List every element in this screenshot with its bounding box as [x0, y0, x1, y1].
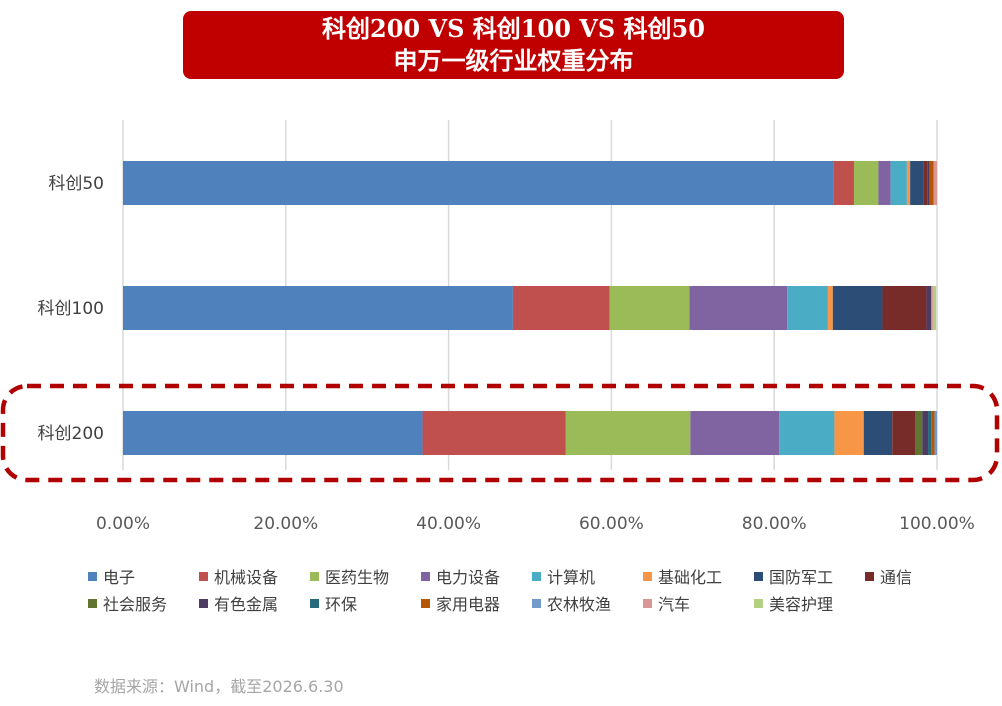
legend-item: 家用电器 [421, 592, 500, 614]
legend-item: 美容护理 [754, 592, 833, 614]
legend-item: 医药生物 [310, 565, 389, 587]
legend-label: 农林牧渔 [547, 595, 612, 614]
legend-label: 基础化工 [658, 568, 723, 587]
bar-segment [934, 411, 937, 455]
x-tick-label: 100.00% [899, 514, 975, 534]
bar-segment [863, 411, 893, 455]
bar-segment [922, 411, 929, 455]
chart-title-banner: 科创200 VS 科创100 VS 科创50 申万一级行业权重分布 [183, 11, 844, 79]
bar-segment [890, 161, 907, 205]
legend-swatch [532, 598, 541, 608]
legend-label: 医药生物 [325, 568, 390, 587]
bar-segment [690, 411, 780, 455]
legend-swatch [421, 571, 430, 581]
legend-item: 电力设备 [421, 565, 500, 587]
bar-segment [827, 286, 833, 330]
bar-segment [512, 286, 610, 330]
legend-label: 电子 [103, 568, 136, 587]
legend-label: 汽车 [658, 595, 691, 614]
chart-title-line1: 科创200 VS 科创100 VS 科创50 [322, 14, 705, 43]
legend-label: 国防军工 [769, 568, 834, 587]
bar-segment [929, 161, 934, 205]
legend-item: 环保 [310, 592, 357, 614]
legend-label: 美容护理 [769, 595, 834, 614]
legend-swatch [421, 598, 430, 608]
legend-swatch [532, 571, 541, 581]
y-category-label: 科创200 [38, 424, 104, 444]
x-tick-label: 20.00% [253, 514, 318, 534]
legend-swatch [199, 598, 208, 608]
y-category-label: 科创100 [38, 299, 104, 319]
legend-label: 计算机 [547, 568, 596, 587]
bar-segment [932, 286, 937, 330]
bar-segment [882, 286, 927, 330]
chart-title-line2: 申万一级行业权重分布 [393, 46, 634, 75]
legend-swatch [865, 571, 874, 581]
legend-item: 机械设备 [199, 565, 278, 587]
bar-segment [422, 411, 566, 455]
bar-segment [926, 286, 932, 330]
bar-segment [892, 411, 916, 455]
legend-swatch [754, 571, 763, 581]
legend-swatch [88, 571, 97, 581]
bar-segment [833, 161, 854, 205]
legend-swatch [199, 571, 208, 581]
bar-segment [928, 411, 932, 455]
legend-label: 环保 [325, 595, 358, 614]
legend-label: 有色金属 [214, 595, 279, 614]
bar-segment [565, 411, 691, 455]
bar-segment [689, 286, 788, 330]
x-tick-label: 40.00% [416, 514, 481, 534]
legend-label: 家用电器 [436, 595, 501, 614]
source-note: 数据来源：Wind，截至2026.6.30 [94, 677, 344, 696]
stacked-bar-chart: 0.00% 20.00% 40.00% 60.00% 80.00% 100.00% 科创50… [0, 120, 1000, 534]
bar-segment [834, 411, 864, 455]
bar-segment [931, 411, 935, 455]
bar-segment [853, 161, 879, 205]
legend-swatch [643, 571, 652, 581]
bar-segment [779, 411, 835, 455]
bar-segment [906, 161, 911, 205]
bar-segment [915, 411, 923, 455]
legend-swatch [643, 598, 652, 608]
legend-item: 农林牧渔 [532, 592, 611, 614]
bar-segment [931, 286, 933, 330]
legend-item: 汽车 [643, 592, 690, 614]
legend-swatch [310, 571, 319, 581]
bar-segment [927, 161, 930, 205]
highlight-frame [0, 383, 1000, 483]
bar-segment [923, 161, 928, 205]
legend-item: 有色金属 [199, 592, 278, 614]
legend-item: 基础化工 [643, 565, 722, 587]
bar-segment [933, 161, 937, 205]
legend-item: 国防军工 [754, 565, 833, 587]
legend-item: 电子 [88, 565, 135, 587]
bar-segment [123, 411, 423, 455]
legend-swatch [754, 598, 763, 608]
bar-segment [123, 161, 834, 205]
bar-segment [787, 286, 828, 330]
legend-item: 社会服务 [88, 592, 167, 614]
x-tick-label: 0.00% [96, 514, 150, 534]
legend-swatch [310, 598, 319, 608]
legend-label: 机械设备 [214, 568, 279, 587]
y-category-label: 科创50 [48, 174, 104, 194]
legend-label: 电力设备 [436, 568, 501, 587]
bar-segment [123, 286, 513, 330]
legend-swatch [88, 598, 97, 608]
legend-label: 社会服务 [103, 595, 168, 614]
x-tick-label: 60.00% [579, 514, 644, 534]
legend-item: 通信 [865, 565, 912, 587]
legend-item: 计算机 [532, 565, 595, 587]
bar-segment [910, 161, 924, 205]
x-tick-label: 80.00% [742, 514, 807, 534]
bar-segment [609, 286, 690, 330]
bar-segment [878, 161, 891, 205]
bar-segment [832, 286, 883, 330]
legend-label: 通信 [880, 568, 913, 587]
